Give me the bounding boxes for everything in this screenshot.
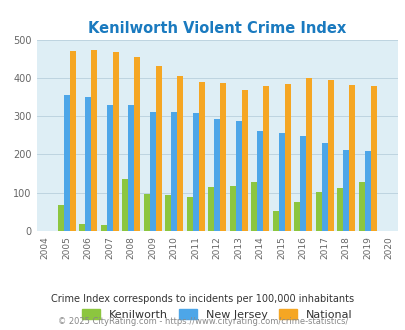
Bar xyxy=(91,50,97,231)
Bar xyxy=(321,143,327,231)
Bar xyxy=(134,57,140,231)
Bar xyxy=(165,195,171,231)
Bar xyxy=(64,95,70,231)
Bar xyxy=(149,112,155,231)
Bar xyxy=(272,211,278,231)
Bar xyxy=(358,182,364,231)
Title: Kenilworth Violent Crime Index: Kenilworth Violent Crime Index xyxy=(88,21,345,36)
Bar xyxy=(155,66,161,231)
Text: © 2025 CityRating.com - https://www.cityrating.com/crime-statistics/: © 2025 CityRating.com - https://www.city… xyxy=(58,317,347,326)
Bar xyxy=(370,85,376,231)
Bar xyxy=(214,119,220,231)
Bar xyxy=(113,52,118,231)
Bar xyxy=(177,76,183,231)
Bar xyxy=(315,192,321,231)
Bar xyxy=(198,82,204,231)
Bar xyxy=(337,188,342,231)
Bar xyxy=(251,182,257,231)
Bar xyxy=(235,121,241,231)
Bar xyxy=(229,186,235,231)
Bar xyxy=(128,105,134,231)
Bar xyxy=(364,151,370,231)
Bar xyxy=(208,187,214,231)
Bar xyxy=(299,136,305,231)
Bar xyxy=(241,90,247,231)
Bar xyxy=(79,224,85,231)
Bar xyxy=(257,131,262,231)
Bar xyxy=(342,150,348,231)
Bar xyxy=(100,225,107,231)
Bar xyxy=(294,202,299,231)
Bar xyxy=(192,113,198,231)
Legend: Kenilworth, New Jersey, National: Kenilworth, New Jersey, National xyxy=(82,309,351,320)
Bar xyxy=(278,133,284,231)
Bar xyxy=(143,194,149,231)
Bar xyxy=(348,85,354,231)
Bar xyxy=(70,51,75,231)
Bar xyxy=(327,80,333,231)
Bar xyxy=(85,97,91,231)
Bar xyxy=(58,205,64,231)
Bar xyxy=(305,78,311,231)
Bar xyxy=(262,86,269,231)
Bar xyxy=(107,105,113,231)
Bar xyxy=(220,83,226,231)
Text: Crime Index corresponds to incidents per 100,000 inhabitants: Crime Index corresponds to incidents per… xyxy=(51,294,354,304)
Bar xyxy=(186,197,192,231)
Bar xyxy=(284,84,290,231)
Bar xyxy=(122,179,128,231)
Bar xyxy=(171,112,177,231)
